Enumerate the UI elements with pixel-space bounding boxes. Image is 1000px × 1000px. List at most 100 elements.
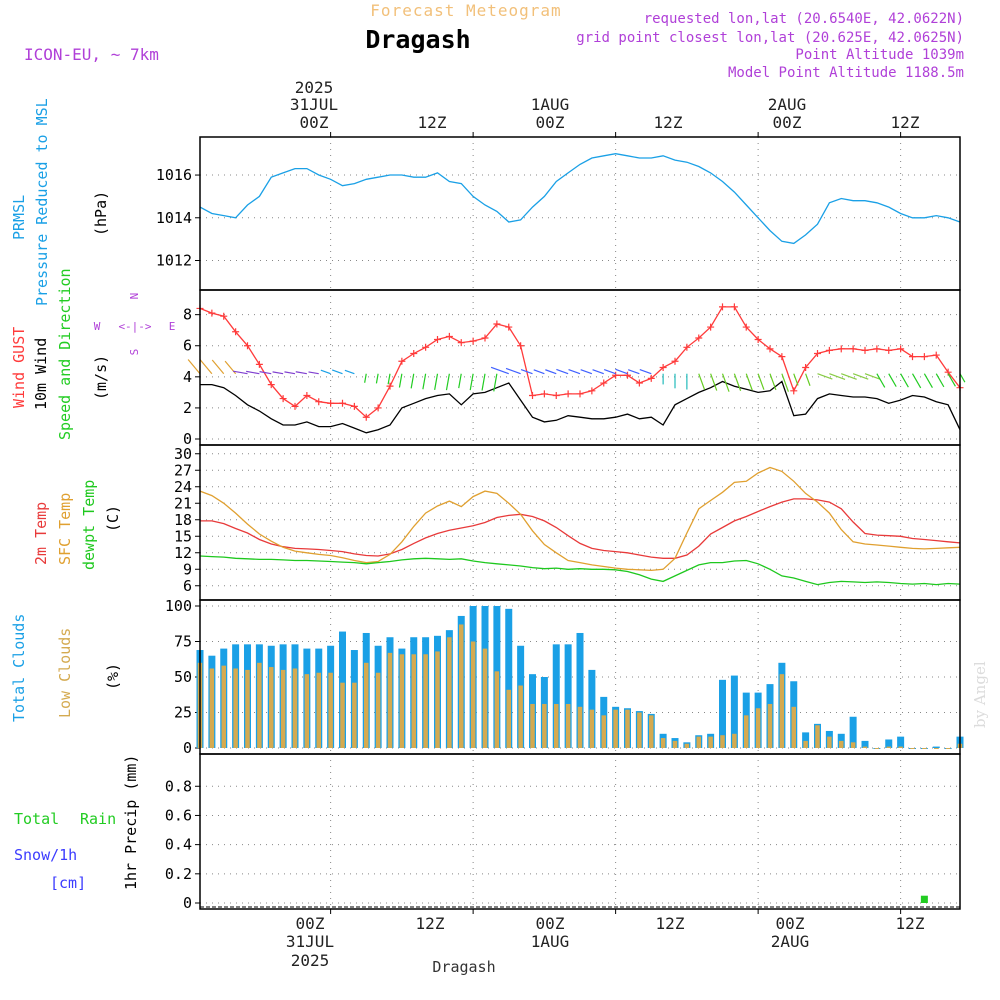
bar-low-clouds xyxy=(898,746,903,748)
gust-point xyxy=(873,345,881,353)
wind-direction-arrow xyxy=(793,373,799,386)
gust-point xyxy=(232,328,240,336)
bar-low-clouds xyxy=(554,703,559,748)
gust-point xyxy=(564,390,572,398)
gust-point xyxy=(624,371,631,379)
wind-direction-arrow xyxy=(935,373,945,388)
sfc-label: SFC Temp xyxy=(56,493,74,565)
gust-point xyxy=(778,353,786,361)
gust-point xyxy=(529,391,536,399)
wind-direction-arrow xyxy=(757,373,765,390)
y-tick-label: 30 xyxy=(174,445,192,463)
snow-label: Snow/1h xyxy=(14,846,77,864)
bar-low-clouds xyxy=(779,674,785,748)
pressure-label-1: PRMSL xyxy=(10,195,28,240)
top-time-2: 12Z xyxy=(418,113,447,132)
gust-point xyxy=(647,374,655,382)
bar-low-clouds xyxy=(649,715,654,748)
bar-low-clouds xyxy=(565,703,571,748)
gust-point xyxy=(861,346,869,354)
gust-point xyxy=(790,387,798,395)
gust-point xyxy=(552,391,560,399)
gust-point xyxy=(849,345,857,353)
wind-direction-arrow xyxy=(627,369,640,375)
gust-point xyxy=(244,342,251,350)
gust-point xyxy=(398,357,406,365)
temp-labels: 2m Temp SFC Temp dewpt Temp (C) xyxy=(32,480,122,570)
bar-low-clouds xyxy=(672,740,678,748)
top-time-1: 00Z xyxy=(300,113,329,132)
bar-low-clouds xyxy=(494,671,500,748)
wind-unit: (m/s) xyxy=(92,355,110,400)
location-title: Dragash xyxy=(365,25,470,54)
bar-low-clouds xyxy=(506,689,511,748)
bar-low-clouds xyxy=(542,703,547,748)
bar-low-clouds xyxy=(660,738,666,748)
wind-direction-arrow xyxy=(533,369,545,375)
wind-direction-arrow xyxy=(410,373,415,389)
t2m-label: 2m Temp xyxy=(32,502,50,565)
bar-low-clouds xyxy=(637,712,642,748)
bottom-time-axis: 00Z 12Z 00Z 12Z 00Z 12Z 31JUL 1AUG 2AUG … xyxy=(286,914,925,970)
wind-direction-arrow xyxy=(308,371,319,375)
gust-point xyxy=(802,364,810,371)
bar-low-clouds xyxy=(886,746,891,748)
wind-direction-arrow xyxy=(387,373,391,385)
bar-low-clouds xyxy=(233,668,238,748)
wind-direction-arrow xyxy=(841,373,857,380)
bar-low-clouds xyxy=(874,748,880,749)
footer-location: Dragash xyxy=(432,958,495,976)
gust-point xyxy=(730,303,738,311)
wind-direction-arrow xyxy=(246,370,260,375)
model-label: ICON-EU, ~ 7km xyxy=(24,45,159,64)
wind-direction-arrow xyxy=(233,370,248,375)
top-date-3: 2AUG xyxy=(768,95,807,114)
gust-point xyxy=(671,357,679,365)
panel-frame xyxy=(199,289,961,446)
bar-total-clouds xyxy=(861,740,869,748)
bar-low-clouds xyxy=(292,668,298,748)
wind-direction-arrow xyxy=(469,373,474,391)
gust-point xyxy=(719,303,726,311)
bar-low-clouds xyxy=(375,672,381,748)
bottom-date-3: 2AUG xyxy=(771,932,810,951)
wind-direction-arrow xyxy=(592,369,604,375)
gust-point xyxy=(327,399,335,407)
wind-direction-arrow xyxy=(556,368,569,375)
bar-low-clouds xyxy=(696,736,701,748)
bar-low-clouds xyxy=(922,748,927,749)
bar-total-clouds xyxy=(932,746,940,748)
wind-direction-arrow xyxy=(580,369,593,375)
bottom-time-6: 12Z xyxy=(896,914,925,933)
gust-point xyxy=(362,413,370,421)
bar-total-clouds xyxy=(576,632,584,748)
wind-direction-arrow xyxy=(434,373,439,390)
bar-total-clouds xyxy=(588,669,596,748)
wind-direction-arrow xyxy=(733,373,742,392)
top-time-axis: 2025 31JUL 1AUG 2AUG 00Z 12Z 00Z 12Z 00Z… xyxy=(290,78,920,132)
wind-direction-arrow xyxy=(603,368,616,375)
y-tick-label: 0.4 xyxy=(165,836,192,854)
gust-point xyxy=(695,334,703,342)
wind-direction-arrow xyxy=(852,373,869,380)
total-label: Total xyxy=(14,810,59,828)
gust-point xyxy=(374,404,382,412)
y-tick-label: 100 xyxy=(165,597,192,615)
wind-direction-arrow xyxy=(769,373,777,391)
wind-direction-arrow xyxy=(284,371,296,375)
bar-low-clouds xyxy=(708,736,713,748)
panel-frame xyxy=(199,753,961,910)
bar-total-clouds xyxy=(552,644,560,748)
gust-point xyxy=(350,402,358,410)
top-time-5: 00Z xyxy=(773,113,802,132)
bar-low-clouds xyxy=(221,665,226,748)
plot-area: 1012101410160246869121518212427300255075… xyxy=(156,132,966,914)
wind-label: 10m Wind xyxy=(32,338,50,410)
y-tick-label: 50 xyxy=(174,668,192,686)
bar-total-clouds xyxy=(802,732,810,748)
y-tick-label: 21 xyxy=(174,494,192,512)
top-time-3: 00Z xyxy=(536,113,565,132)
compass-arrows: <-|-> xyxy=(118,320,151,333)
bottom-time-1: 00Z xyxy=(296,914,325,933)
bar-low-clouds xyxy=(387,652,393,748)
